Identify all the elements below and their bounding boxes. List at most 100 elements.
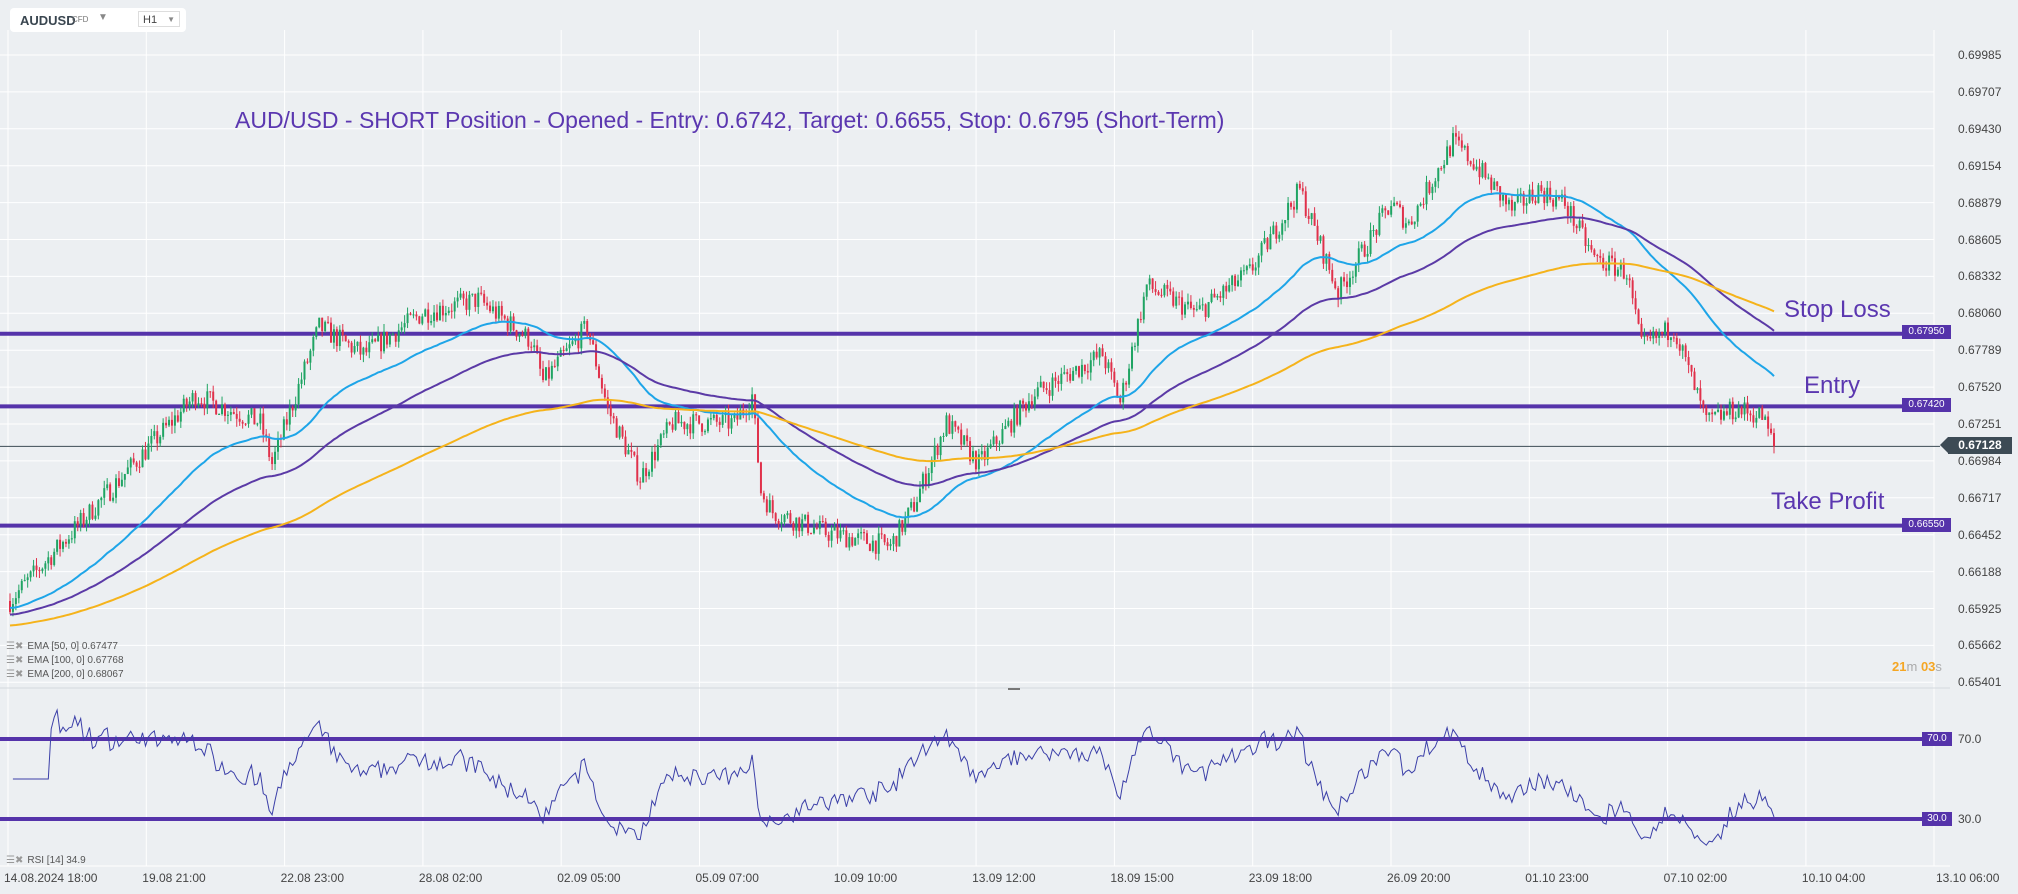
- timer-s: s: [1935, 659, 1942, 674]
- candle-up: [1004, 425, 1007, 430]
- candle-down: [1178, 296, 1181, 298]
- candle-up: [971, 451, 974, 462]
- candle-down: [1322, 236, 1325, 264]
- candle-up: [1239, 270, 1242, 281]
- candle-up: [353, 346, 356, 353]
- candle-up: [1201, 304, 1204, 306]
- candle-down: [1702, 400, 1705, 408]
- indicator-legend-ema200[interactable]: ☰✖ EMA [200, 0] 0.68067: [6, 669, 124, 680]
- candle-down: [615, 418, 618, 438]
- candle-up: [1722, 411, 1725, 420]
- candle-down: [1593, 249, 1596, 256]
- candle-up: [73, 521, 76, 539]
- candle-down: [176, 415, 179, 422]
- settings-icon[interactable]: ☰✖: [6, 855, 24, 866]
- candle-down: [1334, 281, 1337, 289]
- time-axis-label: 07.10 02:00: [1663, 871, 1727, 885]
- candle-down: [489, 305, 492, 312]
- candle-up: [56, 539, 59, 552]
- indicator-legend-rsi[interactable]: ☰✖ RSI [14] 34.9: [6, 855, 86, 866]
- candle-up: [1708, 412, 1711, 416]
- candle-up: [1145, 284, 1148, 297]
- candle-down: [203, 403, 206, 409]
- indicator-legend-ema50[interactable]: ☰✖ EMA [50, 0] 0.67477: [6, 641, 118, 652]
- candle-up: [1184, 304, 1187, 315]
- symbol-selector[interactable]: AUDUSD CFD ▼ H1 ▼: [10, 8, 186, 32]
- candle-up: [79, 513, 82, 526]
- candle-down: [344, 335, 347, 342]
- candle-up: [150, 435, 153, 444]
- time-axis-label: 14.08.2024 18:00: [4, 871, 98, 885]
- candle-up: [456, 297, 459, 302]
- candle-down: [553, 365, 556, 367]
- candle-down: [462, 293, 465, 299]
- candle-down: [589, 333, 592, 341]
- candle-up: [41, 568, 44, 572]
- candle-down: [653, 451, 656, 461]
- chevron-down-icon[interactable]: ▼: [98, 12, 108, 23]
- candle-down: [1095, 351, 1098, 358]
- candle-up: [1142, 296, 1145, 320]
- candle-up: [783, 515, 786, 523]
- candle-up: [1537, 185, 1540, 204]
- candle-down: [633, 451, 636, 456]
- candle-up: [141, 449, 144, 468]
- candle-down: [1596, 255, 1599, 257]
- symbol-name: AUDUSD: [20, 13, 76, 28]
- timeframe-select[interactable]: H1 ▼: [138, 11, 180, 27]
- candle-down: [35, 565, 38, 570]
- candle-up: [1207, 302, 1210, 317]
- candle-up: [103, 488, 106, 498]
- candle-down: [483, 293, 486, 303]
- candle-down: [668, 422, 671, 425]
- settings-icon[interactable]: ☰✖: [6, 669, 24, 680]
- candle-up: [1019, 400, 1022, 425]
- candle-up: [748, 410, 751, 415]
- candle-up: [656, 445, 659, 461]
- candle-up: [1525, 203, 1528, 206]
- candle-down: [138, 466, 141, 468]
- candle-down: [603, 388, 606, 398]
- candle-down: [1331, 269, 1334, 282]
- candle-down: [824, 521, 827, 535]
- candle-down: [1101, 348, 1104, 357]
- candle-down: [165, 422, 168, 426]
- settings-icon[interactable]: ☰✖: [6, 655, 24, 666]
- candle-up: [1737, 407, 1740, 418]
- candle-down: [1510, 199, 1513, 211]
- candle-up: [1001, 429, 1004, 444]
- candle-up: [830, 530, 833, 541]
- candle-up: [1310, 213, 1313, 219]
- candle-up: [17, 590, 20, 599]
- indicator-legend-ema100[interactable]: ☰✖ EMA [100, 0] 0.67768: [6, 655, 124, 666]
- candle-up: [568, 344, 571, 349]
- candle-up: [703, 431, 706, 433]
- candle-up: [648, 471, 651, 477]
- candle-down: [268, 436, 271, 457]
- candle-up: [153, 431, 156, 436]
- candle-up: [303, 361, 306, 380]
- candle-up: [1060, 373, 1063, 384]
- rsi-low-tag: 30.0: [1922, 812, 1952, 826]
- candle-up: [659, 434, 662, 446]
- entry-level-tag: 0.67420: [1902, 398, 1951, 412]
- candle-down: [350, 342, 353, 353]
- candle-down: [1042, 381, 1045, 389]
- candle-up: [88, 504, 91, 520]
- candle-up: [892, 536, 895, 545]
- candle-up: [250, 408, 253, 415]
- candle-up: [812, 527, 815, 534]
- candle-down: [539, 353, 542, 369]
- candle-up: [692, 414, 695, 434]
- candle-up: [1372, 230, 1375, 232]
- candle-down: [135, 462, 138, 467]
- price-axis-label: 0.68605: [1958, 232, 2002, 247]
- timer-m: m: [1906, 659, 1918, 674]
- settings-icon[interactable]: ☰✖: [6, 641, 24, 652]
- chart-title: AUD/USD - SHORT Position - Opened - Entr…: [235, 107, 1225, 133]
- candle-up: [1148, 278, 1151, 285]
- candle-down: [394, 334, 397, 342]
- candle-down: [1711, 412, 1714, 415]
- price-axis-label: 0.66188: [1958, 564, 2002, 579]
